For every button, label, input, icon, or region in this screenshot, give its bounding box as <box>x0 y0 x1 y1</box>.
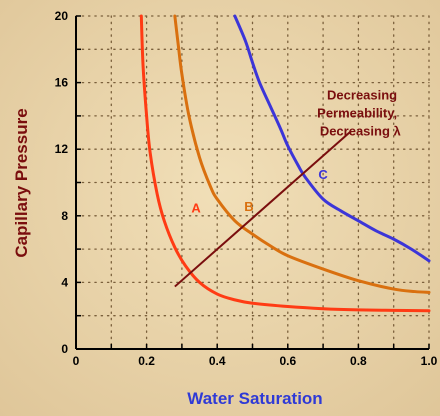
series-line-a <box>139 14 431 313</box>
annotation-line-1: Decreasing <box>327 87 397 102</box>
x-tick-label: 0.4 <box>209 354 226 368</box>
x-tick-label: 0.6 <box>279 354 296 368</box>
x-tick-label: 0 <box>73 354 80 368</box>
y-tick-label: 12 <box>55 142 69 156</box>
y-tick-label: 4 <box>61 275 68 289</box>
y-tick-label: 20 <box>55 9 69 23</box>
curve-label-c: C <box>318 167 328 182</box>
labels-layer: A B C <box>191 167 328 215</box>
series-layer <box>139 14 431 313</box>
y-tick-label: 8 <box>61 209 68 223</box>
x-tick-label: 0.8 <box>350 354 367 368</box>
annotation-line-2: Permeability, <box>317 105 397 120</box>
y-axis-label: Capillary Pressure <box>12 108 31 257</box>
y-tick-label: 0 <box>61 342 68 356</box>
x-tick-label: 1.0 <box>421 354 438 368</box>
series-line-b <box>173 14 431 294</box>
annotation-line-3: Decreasing λ <box>320 123 402 138</box>
y-tick-label: 16 <box>55 76 69 90</box>
x-tick-label: 0.2 <box>138 354 155 368</box>
annotation-text: Decreasing Permeability, Decreasing λ <box>317 87 401 138</box>
curve-label-a: A <box>191 200 201 215</box>
x-axis-label: Water Saturation <box>187 389 322 408</box>
series-line-c <box>233 14 431 263</box>
curve-label-b: B <box>244 199 253 214</box>
ticks: 0 0.2 0.4 0.6 0.8 1.0 0 4 8 12 16 20 <box>55 9 438 368</box>
annotation-arrow-line <box>174 130 353 288</box>
